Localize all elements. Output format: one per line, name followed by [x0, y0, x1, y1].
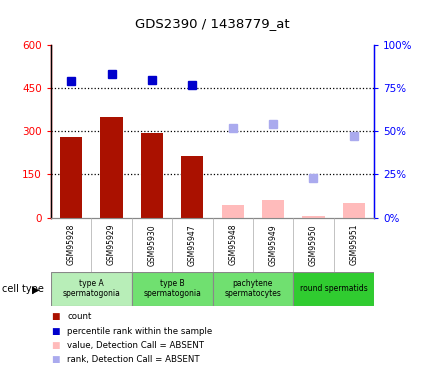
Text: GSM95930: GSM95930 — [147, 224, 156, 266]
Text: GSM95950: GSM95950 — [309, 224, 318, 266]
Text: GDS2390 / 1438779_at: GDS2390 / 1438779_at — [135, 17, 290, 30]
Text: type B
spermatogonia: type B spermatogonia — [143, 279, 201, 298]
Text: percentile rank within the sample: percentile rank within the sample — [67, 327, 212, 336]
Text: GSM95948: GSM95948 — [228, 224, 237, 266]
Text: cell type: cell type — [2, 285, 44, 294]
Text: GSM95929: GSM95929 — [107, 224, 116, 266]
Bar — [302, 216, 325, 217]
Bar — [343, 203, 365, 217]
Text: value, Detection Call = ABSENT: value, Detection Call = ABSENT — [67, 341, 204, 350]
Text: GSM95951: GSM95951 — [349, 224, 358, 266]
Text: rank, Detection Call = ABSENT: rank, Detection Call = ABSENT — [67, 355, 200, 364]
Text: ▶: ▶ — [32, 285, 40, 294]
Text: type A
spermatogonia: type A spermatogonia — [62, 279, 120, 298]
Bar — [51, 272, 132, 306]
Text: GSM95949: GSM95949 — [269, 224, 278, 266]
Bar — [293, 272, 374, 306]
Text: GSM95928: GSM95928 — [67, 224, 76, 266]
Text: pachytene
spermatocytes: pachytene spermatocytes — [224, 279, 281, 298]
Text: ■: ■ — [51, 355, 60, 364]
Bar — [100, 117, 123, 218]
Text: round spermatids: round spermatids — [300, 284, 368, 293]
Text: GSM95947: GSM95947 — [188, 224, 197, 266]
Bar — [132, 272, 212, 306]
Bar — [181, 156, 204, 218]
Text: count: count — [67, 312, 91, 321]
Bar — [221, 205, 244, 218]
Text: ■: ■ — [51, 327, 60, 336]
Bar — [212, 272, 293, 306]
Text: ■: ■ — [51, 341, 60, 350]
Bar — [60, 137, 82, 218]
Bar — [141, 133, 163, 218]
Text: ■: ■ — [51, 312, 60, 321]
Bar — [262, 200, 284, 217]
